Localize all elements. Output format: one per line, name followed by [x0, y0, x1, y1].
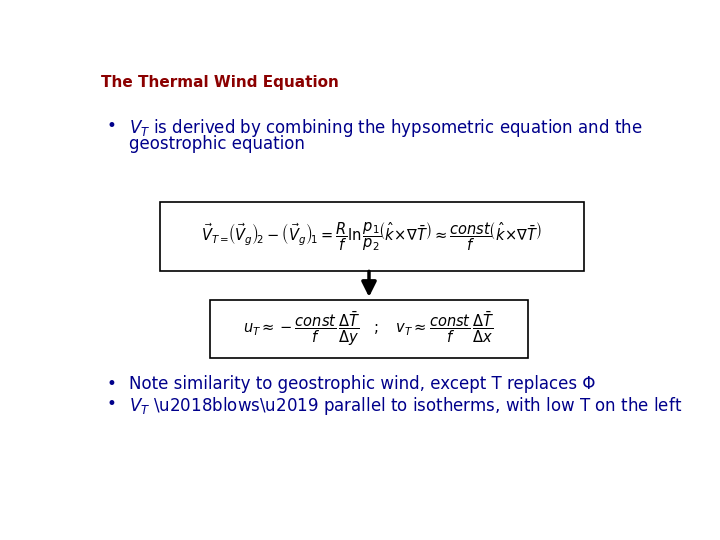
Text: $u_T \approx -\dfrac{\mathit{const}}{f}\,\dfrac{\Delta\bar{T}}{\Delta y}\quad ; : $u_T \approx -\dfrac{\mathit{const}}{f}\…: [243, 309, 495, 348]
Text: •: •: [107, 117, 117, 135]
FancyBboxPatch shape: [160, 202, 584, 271]
Text: $V_T$ is derived by combining the hypsometric equation and the: $V_T$ is derived by combining the hypsom…: [129, 117, 643, 139]
Text: The Thermal Wind Equation: The Thermal Wind Equation: [101, 75, 339, 90]
Text: geostrophic equation: geostrophic equation: [129, 136, 305, 153]
Text: $V_T$ \u2018blows\u2019 parallel to isotherms, with low T on the left: $V_T$ \u2018blows\u2019 parallel to isot…: [129, 395, 683, 417]
Text: •: •: [107, 395, 117, 413]
Text: Note similarity to geostrophic wind, except T replaces Φ: Note similarity to geostrophic wind, exc…: [129, 375, 595, 393]
Text: $\vec{V}_{T=}\!\left(\vec{V}_g\right)_{\!2} - \left(\vec{V}_g\right)_{\!1} = \df: $\vec{V}_{T=}\!\left(\vec{V}_g\right)_{\…: [202, 220, 542, 253]
FancyBboxPatch shape: [210, 300, 528, 358]
Text: •: •: [107, 375, 117, 393]
